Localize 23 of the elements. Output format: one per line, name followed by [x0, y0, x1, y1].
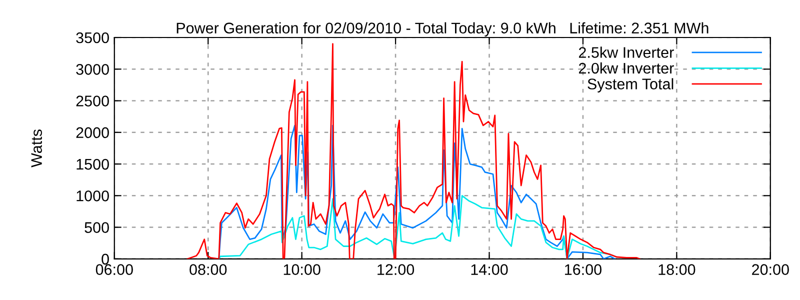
y-tick-label: 1500 [76, 158, 109, 170]
y-tick-label: 2000 [76, 127, 109, 138]
y-tick-label: 500 [84, 222, 109, 233]
y-tick-label: 1000 [76, 190, 109, 202]
y-tick-label: 3000 [76, 64, 109, 75]
y-tick-label: 3500 [76, 32, 109, 44]
x-tick-label: 20:00 [752, 264, 789, 275]
line-series [218, 124, 616, 259]
x-tick-label: 06:00 [96, 264, 133, 275]
chart-title: Power Generation for 02/09/2010 - Total Today: 9.0 kWh Lifetime: 2.351 MWh [176, 22, 708, 37]
x-tick-label: 10:00 [284, 264, 320, 275]
x-tick-label: 16:00 [565, 264, 602, 275]
x-tick-label: 08:00 [190, 264, 227, 275]
legend-label: 2.5kw Inverter [578, 46, 674, 58]
y-axis-title: Watts [31, 130, 42, 168]
x-tick-label: 14:00 [471, 264, 508, 275]
y-tick-label: 0 [102, 254, 109, 265]
y-tick-label: 2500 [76, 96, 109, 106]
legend-label: System Total [588, 78, 674, 92]
x-tick-label: 12:00 [378, 264, 414, 275]
line-series [218, 194, 618, 259]
legend-label: 2.0kw Inverter [578, 62, 674, 74]
x-tick-label: 18:00 [658, 264, 696, 275]
